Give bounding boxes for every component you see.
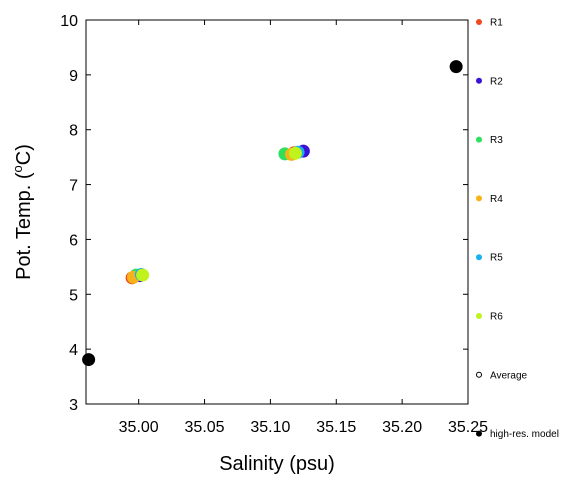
legend-label-r1: R1	[490, 18, 503, 29]
legend: R1 R2 R3 R4 R5 R6 Average high-res. model	[476, 18, 559, 440]
y-tick-label: 5	[69, 287, 78, 304]
legend-marker-r4	[476, 195, 482, 202]
x-tick-label: 35.25	[448, 419, 488, 436]
plot-frame	[85, 19, 469, 405]
data-points	[82, 60, 463, 367]
legend-marker-high-res-model	[476, 430, 482, 437]
point-high-res-model	[449, 60, 463, 74]
x-tick-label: 35.10	[250, 419, 290, 436]
legend-marker-r3	[476, 136, 482, 143]
y-tick-label: 10	[60, 13, 78, 30]
legend-label-r2: R2	[490, 76, 503, 87]
legend-marker-r1	[476, 19, 482, 25]
point-r6	[288, 146, 302, 160]
legend-label-average: Average	[490, 370, 528, 381]
x-tick-label: 35.15	[316, 419, 356, 436]
axis-ticks: 35.00 35.05 35.10 35.15 35.20 35.25 3 4 5 6 7 8 9 10	[60, 13, 488, 436]
y-tick-label: 6	[69, 232, 78, 249]
legend-label-high-res-model: high-res. model	[490, 429, 559, 440]
legend-label-r5: R5	[490, 253, 503, 264]
y-tick-label: 7	[69, 178, 78, 195]
x-axis-title: Salinity (psu)	[219, 453, 335, 475]
point-r6	[136, 268, 150, 282]
point-high-res-model	[82, 353, 96, 367]
y-tick-label: 3	[69, 397, 78, 414]
x-tick-label: 35.00	[119, 419, 159, 436]
legend-label-r6: R6	[490, 312, 503, 323]
legend-marker-r5	[476, 254, 482, 261]
legend-label-r3: R3	[490, 135, 503, 146]
x-tick-label: 35.20	[382, 419, 422, 436]
y-tick-label: 9	[69, 68, 78, 85]
legend-marker-average	[476, 371, 482, 378]
y-axis-title: Pot. Temp. (oC)	[10, 144, 35, 280]
y-tick-label: 8	[69, 123, 78, 140]
y-tick-label: 4	[69, 342, 78, 359]
legend-marker-r6	[476, 313, 482, 319]
legend-marker-r2	[476, 77, 482, 84]
x-tick-label: 35.05	[185, 419, 225, 436]
legend-label-r4: R4	[490, 194, 503, 205]
